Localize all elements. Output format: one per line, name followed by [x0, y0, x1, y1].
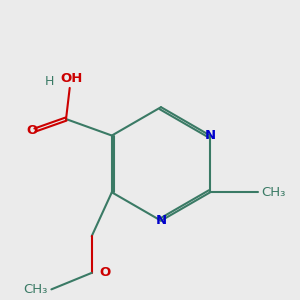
Text: CH₃: CH₃ — [261, 186, 286, 199]
Text: O: O — [100, 266, 111, 279]
Text: N: N — [155, 214, 167, 227]
Text: N: N — [205, 129, 216, 142]
Text: H: H — [45, 75, 54, 88]
Text: O: O — [26, 124, 38, 136]
Text: OH: OH — [60, 72, 83, 85]
Text: CH₃: CH₃ — [23, 283, 48, 296]
